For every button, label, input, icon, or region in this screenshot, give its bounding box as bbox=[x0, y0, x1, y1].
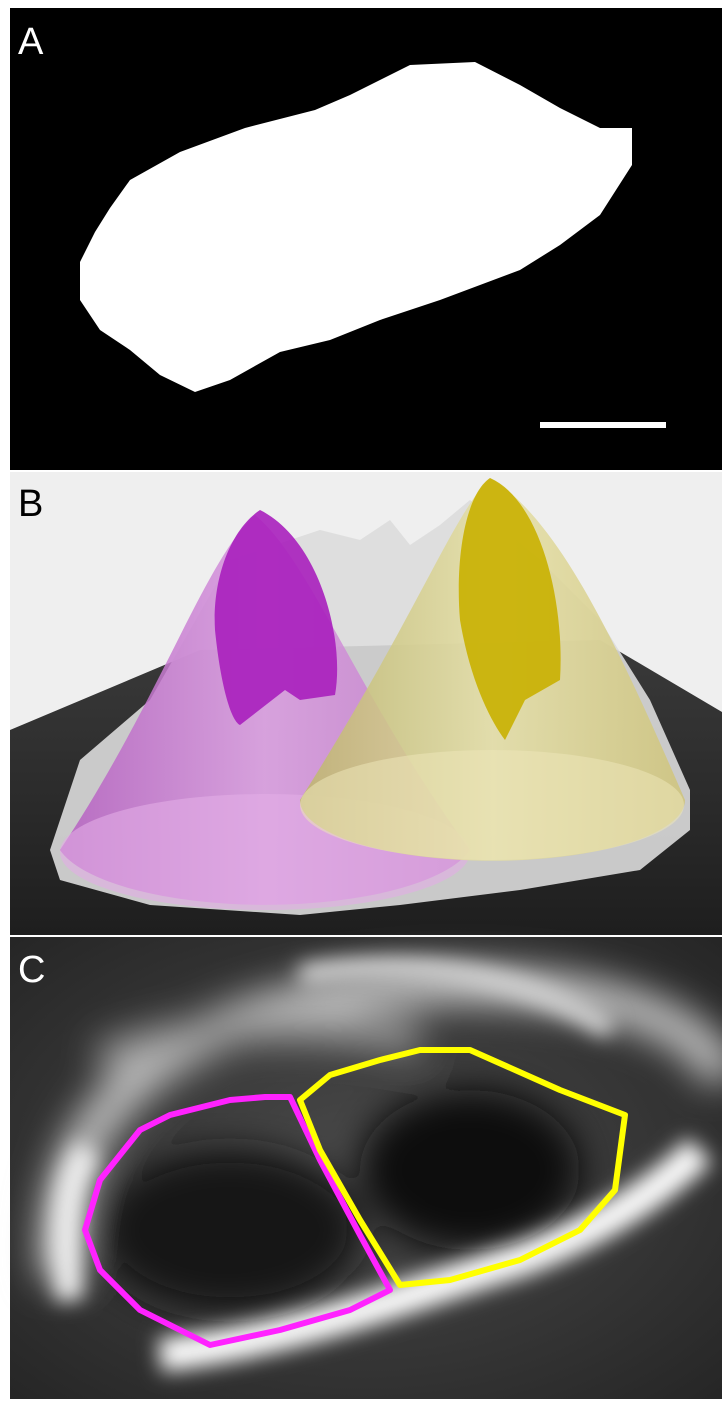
yellow-base bbox=[300, 750, 684, 860]
scale-bar bbox=[540, 422, 666, 428]
panel-label: A bbox=[18, 21, 44, 63]
panel-b: B bbox=[10, 472, 722, 935]
panel-label: B bbox=[18, 483, 43, 525]
panel-c: C bbox=[10, 937, 722, 1399]
panel-label: C bbox=[18, 949, 45, 991]
page: A B C (() => { const data = JSON.parse bbox=[0, 0, 722, 1399]
figure: A B C bbox=[0, 0, 722, 1399]
panel-a: A bbox=[10, 8, 722, 470]
